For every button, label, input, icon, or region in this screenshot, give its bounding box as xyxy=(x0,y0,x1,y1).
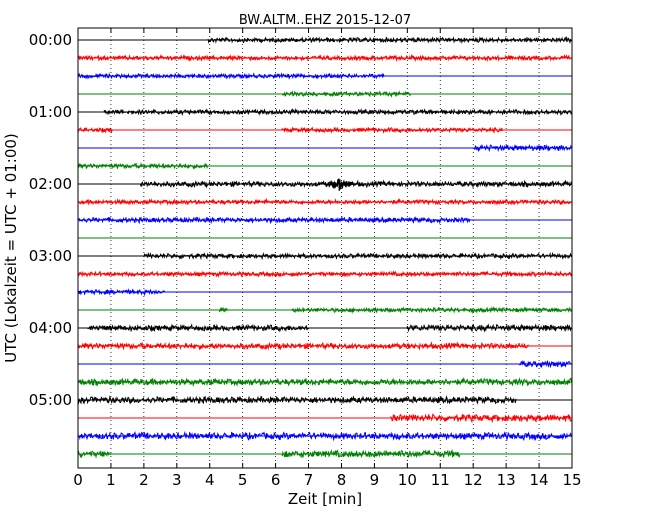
trace-noise-row-16 xyxy=(406,323,573,333)
x-tick-label: 2 xyxy=(139,471,149,489)
x-tick-label: 7 xyxy=(304,471,314,489)
trace-noise-row-5 xyxy=(77,127,113,134)
x-tick-label: 10 xyxy=(398,471,417,489)
trace-noise-row-16 xyxy=(87,323,309,333)
trace-noise-row-1 xyxy=(77,53,573,63)
x-tick-label: 3 xyxy=(172,471,182,489)
trace-noise-row-4 xyxy=(103,107,573,117)
x-tick-label: 6 xyxy=(271,471,281,489)
trace-noise-row-21 xyxy=(390,413,572,424)
x-tick-label: 4 xyxy=(205,471,215,489)
trace-noise-row-23 xyxy=(281,449,461,459)
y-tick-label: 03:00 xyxy=(29,247,72,265)
trace-noise-row-15 xyxy=(291,306,573,315)
y-tick-labels: 00:00 01:00 02:00 03:00 04:00 05:00 xyxy=(29,31,72,409)
vertical-gridlines xyxy=(110,28,540,468)
y-tick-label: 04:00 xyxy=(29,319,72,337)
x-tick-label: 9 xyxy=(370,471,380,489)
x-tick-label: 1 xyxy=(106,471,116,489)
trace-lines xyxy=(77,35,573,459)
y-tick-label: 00:00 xyxy=(29,31,72,49)
trace-noise-row-18 xyxy=(518,359,572,369)
trace-noise-row-22 xyxy=(77,430,573,442)
x-tick-label: 5 xyxy=(238,471,248,489)
trace-noise-row-0 xyxy=(207,35,572,44)
trace-noise-row-14 xyxy=(77,288,166,297)
chart-title: BW.ALTM..EHZ 2015-12-07 xyxy=(239,13,411,28)
x-tick-label: 8 xyxy=(337,471,347,489)
x-tick-labels: 0 1 2 3 4 5 6 7 8 9 10 11 12 13 14 15 xyxy=(73,471,581,489)
y-tick-label: 01:00 xyxy=(29,103,72,121)
trace-noise-row-23 xyxy=(77,450,111,459)
x-tick-label: 11 xyxy=(431,471,450,489)
plot-frame xyxy=(77,27,573,469)
trace-noise-row-17 xyxy=(77,341,529,351)
trace-noise-row-19 xyxy=(77,376,573,387)
axis-ticks xyxy=(77,28,573,468)
trace-noise-row-15 xyxy=(219,306,228,313)
trace-noise-row-8 xyxy=(140,179,573,189)
x-axis-label: Zeit [min] xyxy=(288,490,362,508)
x-tick-label: 12 xyxy=(464,471,483,489)
trace-noise-row-2 xyxy=(77,72,385,81)
trace-noise-row-13 xyxy=(77,269,573,279)
trace-noise-row-7 xyxy=(77,162,209,170)
trace-noise-row-9 xyxy=(77,197,573,206)
trace-noise-row-5 xyxy=(281,126,503,134)
y-tick-label: 05:00 xyxy=(29,391,72,409)
trace-noise-row-20 xyxy=(77,395,517,405)
trace-noise-row-3 xyxy=(281,90,412,98)
x-tick-label: 13 xyxy=(497,471,516,489)
trace-noise-row-6 xyxy=(474,143,572,153)
x-tick-label: 14 xyxy=(530,471,549,489)
seismic-event-burst xyxy=(326,178,354,191)
trace-noise-row-12 xyxy=(143,251,573,261)
y-tick-label: 02:00 xyxy=(29,175,72,193)
x-tick-label: 0 xyxy=(73,471,83,489)
x-tick-label: 15 xyxy=(562,471,581,489)
trace-noise-row-10 xyxy=(77,215,471,225)
y-axis-label: UTC (Lokalzeit = UTC + 01:00) xyxy=(2,133,20,363)
